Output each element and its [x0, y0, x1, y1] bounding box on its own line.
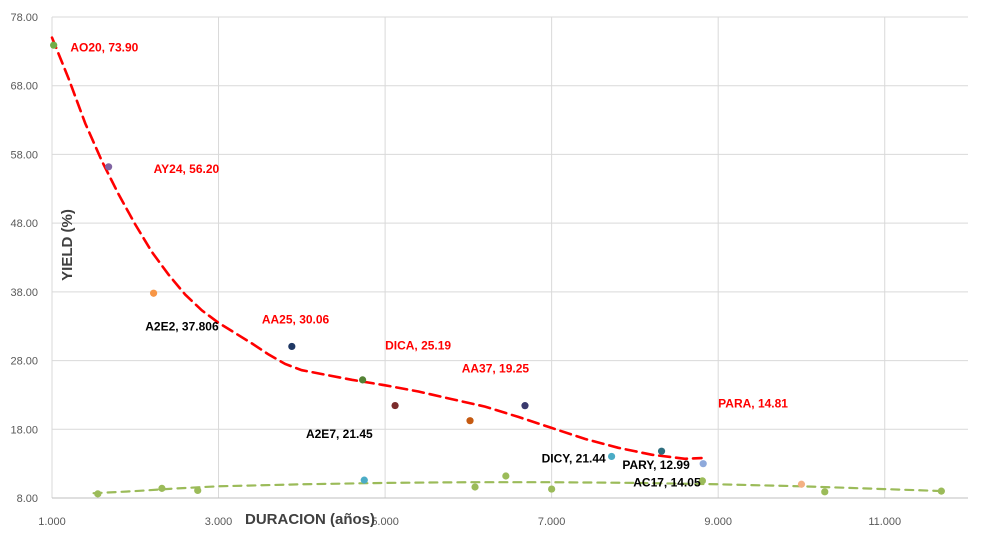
data-point — [471, 483, 479, 491]
y-tick-label: 38.00 — [10, 287, 38, 299]
y-tick-label: 58.00 — [10, 149, 38, 161]
data-label: AA37, 19.25 — [462, 361, 530, 375]
y-tick-label: 78.00 — [10, 12, 38, 24]
data-label: DICA, 25.19 — [385, 339, 451, 353]
data-label: A2E7, 21.45 — [306, 427, 373, 441]
data-point — [502, 472, 510, 480]
y-tick-label: 28.00 — [10, 356, 38, 368]
data-point — [149, 289, 158, 297]
y-axis-title: YIELD (%) — [59, 209, 76, 281]
data-label: AA25, 30.06 — [262, 312, 330, 326]
data-label: AY24, 56.20 — [154, 162, 220, 176]
data-label: AC17, 14.05 — [633, 475, 701, 489]
trendline — [50, 36, 703, 461]
x-tick-label: 5.000 — [371, 516, 399, 528]
data-point — [699, 460, 707, 468]
data-labels: AO20, 73.90 AY24, 56.20 A2E2, 37.806 AA25, … — [70, 40, 788, 489]
data-label: DICY, 21.44 — [542, 451, 606, 465]
data-point — [158, 484, 166, 492]
trendlines — [50, 36, 945, 495]
data-point — [94, 490, 102, 498]
y-tick-label: 48.00 — [10, 218, 38, 230]
data-point — [607, 452, 616, 461]
x-tick-label: 11.000 — [868, 516, 901, 528]
data-point — [288, 342, 296, 351]
data-label: AO20, 73.90 — [70, 40, 138, 54]
y-tick-label: 18.00 — [10, 424, 38, 436]
x-axis-title: DURACION (años) — [245, 511, 375, 528]
data-point — [797, 480, 806, 488]
data-point — [698, 477, 706, 485]
data-point — [360, 476, 368, 484]
data-point — [821, 488, 829, 496]
data-point — [548, 485, 556, 493]
data-point — [359, 376, 367, 384]
axes: 8.00 18.00 28.00 38.00 48.00 58.00 68.00 78.00 1… — [10, 12, 968, 528]
x-tick-label: 9.000 — [704, 516, 732, 528]
data-label: PARY, 12.99 — [622, 458, 690, 472]
y-tick-label: 68.00 — [10, 81, 38, 93]
data-label: A2E2, 37.806 — [145, 319, 219, 333]
data-label: PARA, 14.81 — [718, 396, 788, 410]
grid-lines — [51, 16, 968, 499]
data-points — [50, 41, 945, 498]
y-tick-label: 8.00 — [17, 493, 38, 505]
x-tick-label: 7.000 — [538, 516, 566, 528]
data-point — [391, 401, 399, 410]
data-point — [937, 487, 945, 495]
data-point — [50, 41, 58, 49]
trendline — [92, 481, 945, 495]
data-point — [657, 447, 666, 455]
data-point — [194, 486, 202, 495]
x-tick-label: 1.000 — [38, 516, 66, 528]
data-point — [466, 417, 474, 425]
x-tick-label: 3.000 — [205, 516, 233, 528]
data-point — [521, 402, 529, 410]
data-point — [105, 163, 113, 171]
